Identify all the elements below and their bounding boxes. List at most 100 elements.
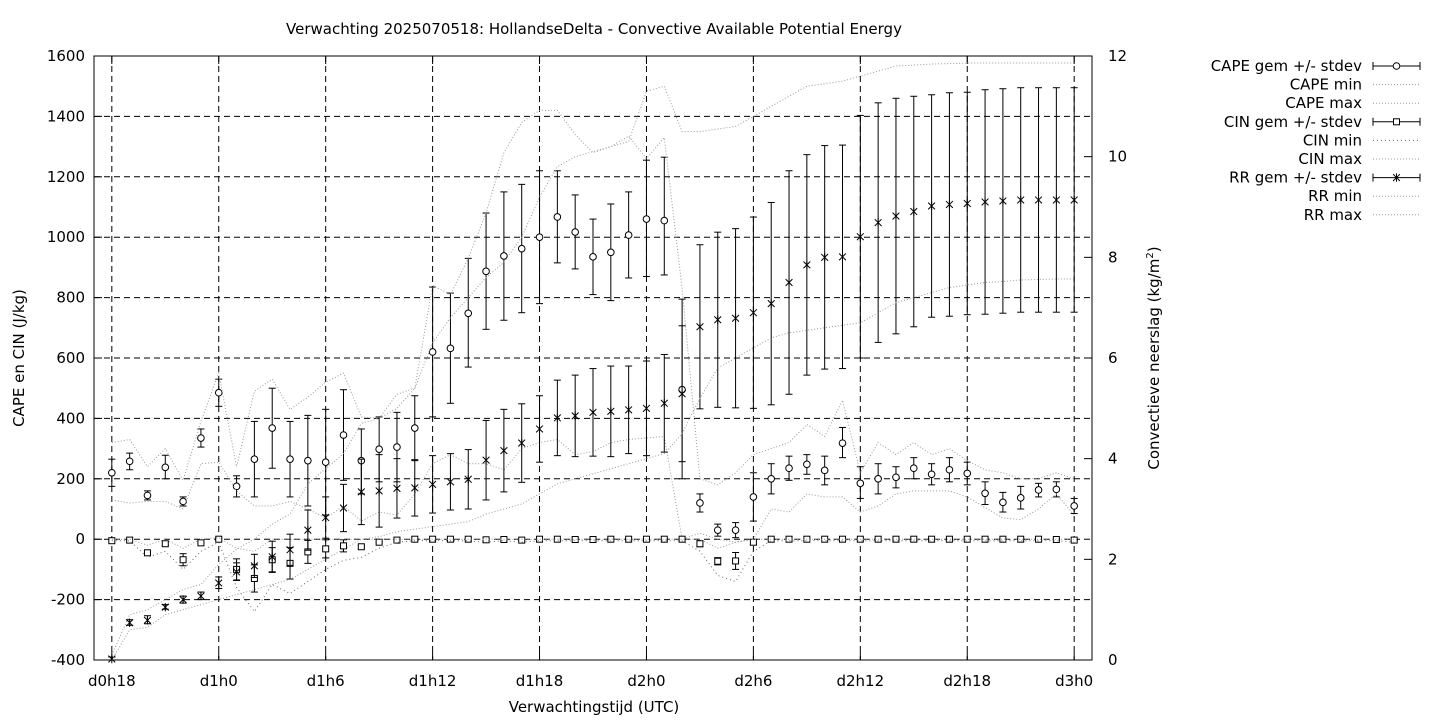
data-point — [571, 536, 579, 544]
data-point — [482, 536, 490, 544]
y-tick-label: 1600 — [47, 47, 85, 65]
legend-entry: RR max — [1304, 206, 1420, 224]
data-point — [803, 460, 811, 469]
data-point — [874, 475, 882, 483]
series-8 — [111, 62, 1075, 656]
data-point — [999, 196, 1007, 206]
legend-label: CAPE max — [1285, 94, 1362, 112]
data-point — [232, 567, 241, 577]
data-point — [197, 539, 205, 547]
data-point — [339, 431, 348, 439]
data-point — [143, 491, 152, 500]
data-point — [357, 543, 365, 551]
data-point — [892, 211, 900, 221]
data-point — [660, 216, 669, 225]
y-tick-label: 1000 — [47, 228, 85, 246]
data-point — [785, 464, 793, 473]
data-point — [732, 557, 740, 565]
data-point — [749, 308, 758, 317]
data-point — [660, 399, 669, 408]
legend-label: RR min — [1308, 187, 1362, 205]
data-point — [304, 525, 312, 535]
legend-marker — [1392, 173, 1401, 182]
data-point — [767, 535, 775, 543]
data-point — [803, 260, 811, 270]
data-point — [749, 538, 757, 546]
data-point — [232, 482, 241, 491]
legend-label: CIN max — [1298, 150, 1362, 168]
data-point — [749, 493, 758, 501]
legend-entry: CAPE max — [1285, 94, 1420, 112]
data-point — [731, 526, 740, 534]
data-point — [304, 456, 312, 465]
y2-axis-label: Convectieve neerslag (kg/m2) — [1145, 246, 1163, 469]
data-point — [250, 455, 259, 463]
data-point — [125, 457, 134, 466]
data-point — [446, 477, 455, 487]
y-tick-label: 1400 — [47, 107, 85, 125]
data-point — [678, 389, 686, 398]
data-point — [767, 475, 776, 483]
data-point — [856, 479, 865, 488]
data-point — [339, 503, 348, 513]
y2-label-superscript: 2 — [1145, 252, 1156, 258]
data-point — [874, 218, 882, 227]
data-point — [375, 538, 383, 546]
legend-entry: RR gem +/- stdev — [1229, 169, 1421, 187]
x-tick-label: d1h18 — [516, 672, 564, 690]
data-point — [482, 455, 490, 465]
data-point — [214, 578, 223, 588]
data-point — [820, 253, 829, 262]
data-point — [571, 228, 579, 236]
data-point — [197, 434, 205, 442]
data-point — [981, 489, 989, 498]
data-point — [1070, 195, 1078, 205]
y-tick-label: -400 — [51, 651, 85, 669]
data-point — [856, 232, 865, 241]
data-point — [179, 595, 187, 604]
x-tick-label: d1h0 — [200, 672, 238, 690]
data-point — [411, 535, 419, 543]
data-point — [428, 348, 437, 356]
y-tick-label: -200 — [51, 591, 85, 609]
x-tick-label: d2h6 — [734, 672, 772, 690]
data-point — [625, 535, 633, 543]
x-tick-label: d3h0 — [1055, 672, 1093, 690]
data-point — [910, 535, 918, 543]
y-tick-label: 600 — [56, 349, 85, 367]
data-point — [357, 487, 366, 497]
data-point — [536, 535, 544, 543]
legend-label: CAPE gem +/- stdev — [1211, 57, 1362, 75]
legend-label: CIN min — [1303, 131, 1362, 149]
data-point — [963, 199, 972, 208]
x-tick-label: d0h18 — [88, 672, 136, 690]
data-point — [517, 438, 526, 448]
data-point — [642, 404, 651, 413]
data-point — [1070, 536, 1078, 544]
data-point — [321, 513, 330, 522]
data-point — [464, 475, 473, 484]
data-point — [607, 407, 615, 416]
x-tick-label: d2h18 — [943, 672, 991, 690]
grid-lines — [94, 56, 1092, 660]
data-point — [767, 299, 775, 308]
data-point — [838, 252, 847, 262]
data-point — [945, 535, 953, 543]
data-point — [500, 446, 508, 455]
data-point — [375, 445, 383, 454]
y2-label-prefix: Convectieve neerslag (kg/m — [1145, 259, 1163, 470]
y2-tick-label: 4 — [1108, 450, 1118, 468]
legend-label: CIN gem +/- stdev — [1224, 113, 1362, 131]
y2-tick-label: 2 — [1108, 550, 1118, 568]
data-point — [161, 463, 170, 472]
data-point — [197, 591, 205, 601]
data-point — [250, 561, 259, 571]
y2-tick-label: 8 — [1108, 248, 1118, 266]
data-point — [909, 464, 918, 473]
data-point — [963, 535, 971, 543]
y2-tick-label: 6 — [1108, 349, 1118, 367]
data-point — [927, 201, 936, 211]
data-point — [393, 484, 401, 493]
data-point — [322, 545, 330, 553]
